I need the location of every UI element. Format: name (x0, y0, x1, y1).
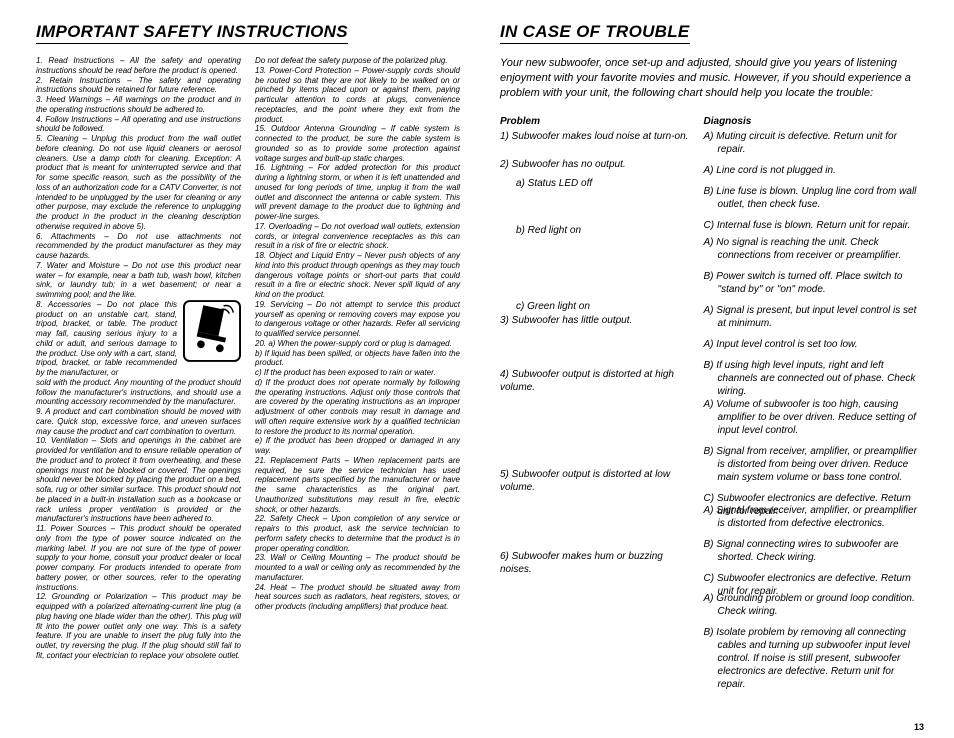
diagnosis-row: A) No signal is reaching the unit. Check… (704, 236, 924, 312)
diagnosis-row: A) Signal from receiver, amplifier, or p… (704, 504, 924, 586)
problem-row: 2) Subwoofer has no output.a) Status LED… (500, 158, 696, 224)
trouble-heading: IN CASE OF TROUBLE (500, 22, 924, 42)
diagnosis-row: A) Input level control is set too low.B)… (704, 338, 924, 392)
safety-col1-b: sold with the product. Any mounting of t… (36, 378, 241, 661)
problem-row: 1) Subwoofer makes loud noise at turn-on… (500, 130, 696, 158)
safety-heading: IMPORTANT SAFETY INSTRUCTIONS (36, 22, 460, 42)
safety-col1-icon-text: 8. Accessories – Do not place this produ… (36, 300, 177, 378)
tipping-cart-icon (183, 300, 241, 362)
safety-col1-a: 1. Read Instructions – All the safety an… (36, 56, 241, 300)
diagnosis-row: A) Muting circuit is defective. Return u… (704, 130, 924, 158)
trouble-intro: Your new subwoofer, once set-up and adju… (500, 56, 924, 101)
safety-col1: 1. Read Instructions – All the safety an… (36, 56, 241, 728)
diagnosis-row: A) Volume of subwoofer is too high, caus… (704, 398, 924, 498)
problem-row: b) Red light on (500, 224, 696, 300)
page-number: 13 (914, 722, 924, 732)
trouble-table: Problem 1) Subwoofer makes loud noise at… (500, 115, 924, 708)
diagnosis-row: A) Grounding problem or ground loop cond… (704, 592, 924, 702)
problem-row: 5) Subwoofer output is distorted at low … (500, 468, 696, 550)
diagnosis-row: A) Line cord is not plugged in.B) Line f… (704, 164, 924, 230)
problem-row: 4) Subwoofer output is distorted at high… (500, 368, 696, 468)
problem-row: c) Green light on (500, 300, 696, 314)
problem-row: 6) Subwoofer makes hum or buzzing noises… (500, 550, 696, 660)
diagnosis-header: Diagnosis (704, 115, 924, 128)
problem-header: Problem (500, 115, 696, 128)
safety-col2: Do not defeat the safety purpose of the … (255, 56, 460, 728)
problem-row: 3) Subwoofer has little output. (500, 314, 696, 368)
